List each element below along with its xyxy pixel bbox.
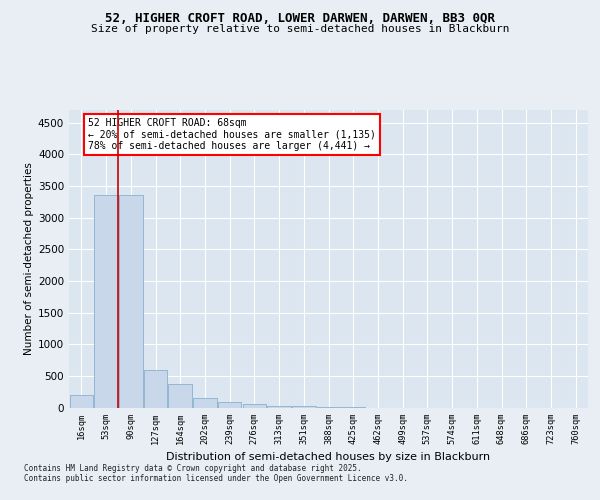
Bar [292,406,316,407]
Text: 52, HIGHER CROFT ROAD, LOWER DARWEN, DARWEN, BB3 0QR: 52, HIGHER CROFT ROAD, LOWER DARWEN, DAR… [105,12,495,26]
Bar [242,404,266,407]
Bar [119,196,143,408]
Bar [317,407,340,408]
Bar [268,406,291,407]
Bar [94,196,118,408]
Text: Contains public sector information licensed under the Open Government Licence v3: Contains public sector information licen… [24,474,408,483]
Bar [144,370,167,408]
Bar [218,402,241,407]
Bar [169,384,192,407]
X-axis label: Distribution of semi-detached houses by size in Blackburn: Distribution of semi-detached houses by … [166,452,491,462]
Text: Size of property relative to semi-detached houses in Blackburn: Size of property relative to semi-detach… [91,24,509,34]
Y-axis label: Number of semi-detached properties: Number of semi-detached properties [24,162,34,355]
Text: 52 HIGHER CROFT ROAD: 68sqm
← 20% of semi-detached houses are smaller (1,135)
78: 52 HIGHER CROFT ROAD: 68sqm ← 20% of sem… [88,118,376,151]
Text: Contains HM Land Registry data © Crown copyright and database right 2025.: Contains HM Land Registry data © Crown c… [24,464,362,473]
Bar [70,395,93,407]
Bar [193,398,217,407]
